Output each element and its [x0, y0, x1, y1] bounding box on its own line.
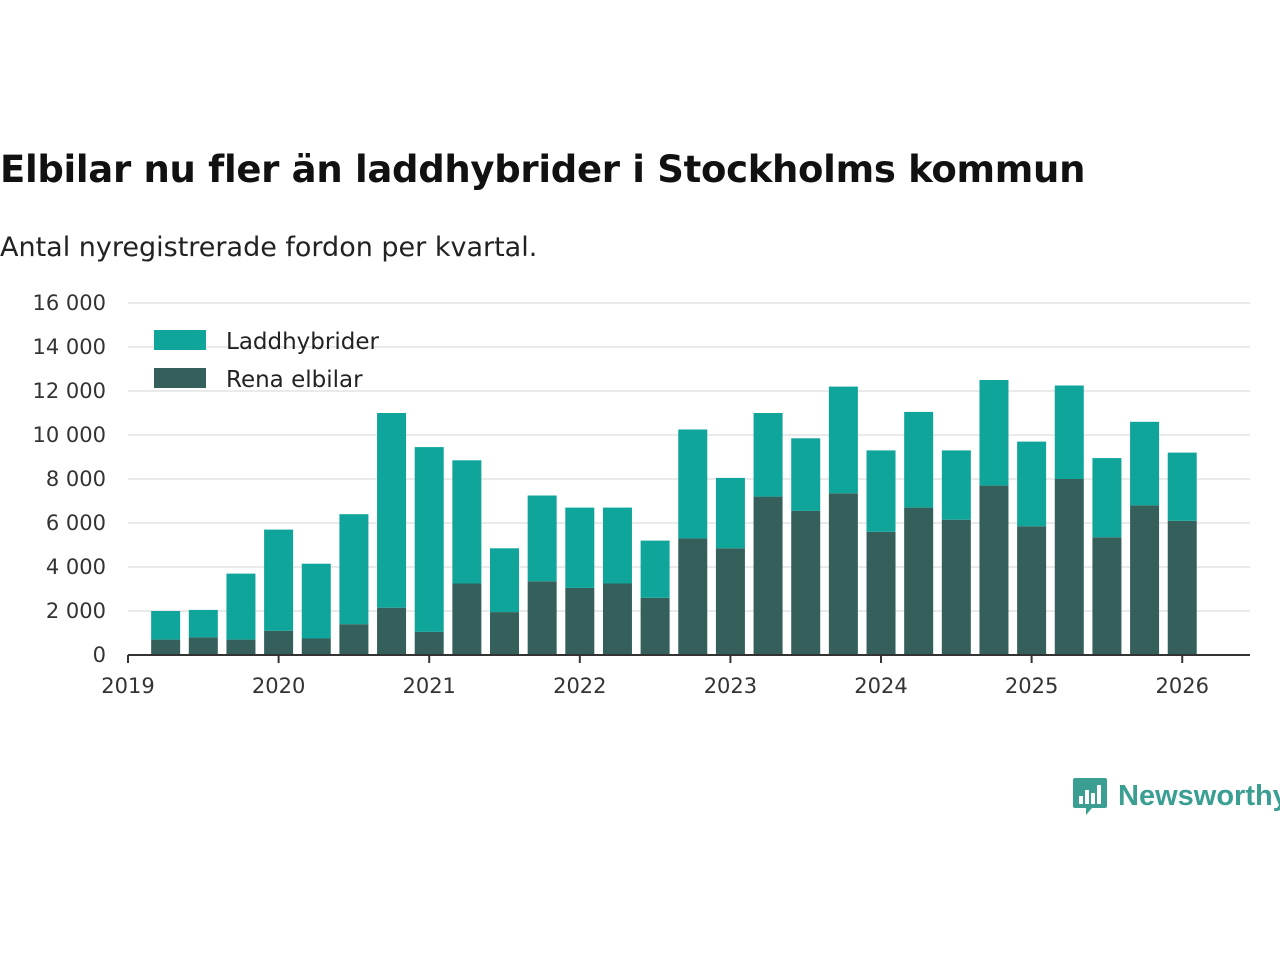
- y-tick-label: 4 000: [46, 555, 106, 579]
- bar-rena-elbilar: [904, 507, 934, 655]
- brand-name: Newsworthy: [1118, 779, 1280, 812]
- bar-rena-elbilar: [490, 612, 520, 655]
- x-tick-label: 2022: [553, 674, 606, 698]
- legend-swatch-rena-elbilar: [154, 368, 206, 388]
- legend-swatch-laddhybrider: [154, 330, 206, 350]
- bar-laddhybrider: [828, 386, 858, 494]
- bar-rena-elbilar: [602, 583, 632, 655]
- x-tick-label: 2026: [1156, 674, 1209, 698]
- bar-laddhybrider: [602, 507, 632, 584]
- y-tick-label: 10 000: [33, 423, 106, 447]
- y-tick-label: 12 000: [33, 379, 106, 403]
- bar-rena-elbilar: [339, 624, 369, 655]
- bar-laddhybrider: [1054, 385, 1084, 479]
- bar-rena-elbilar: [640, 597, 670, 655]
- bar-rena-elbilar: [226, 639, 256, 655]
- bar-laddhybrider: [904, 411, 934, 508]
- y-tick-label: 0: [93, 643, 106, 667]
- bar-rena-elbilar: [377, 607, 407, 655]
- bar-rena-elbilar: [753, 496, 783, 655]
- bar-laddhybrider: [1092, 458, 1122, 538]
- bar-rena-elbilar: [414, 631, 444, 655]
- bar-laddhybrider: [377, 413, 407, 608]
- x-tick-label: 2025: [1005, 674, 1058, 698]
- stacked-bar-chart: 0 2 000 4 000 6 000 8 000 10 000 12 000 14 000 1…: [33, 291, 1250, 698]
- bar-rena-elbilar: [941, 519, 971, 655]
- legend-label-laddhybrider: Laddhybrider: [226, 329, 379, 355]
- bar-rena-elbilar: [1092, 537, 1122, 655]
- bar-rena-elbilar: [828, 493, 858, 655]
- bar-laddhybrider: [226, 573, 256, 640]
- bar-rena-elbilar: [715, 548, 745, 655]
- chart-title: Elbilar nu fler än laddhybrider i Stockh…: [0, 148, 1086, 191]
- bar-rena-elbilar: [301, 638, 331, 655]
- bar-rena-elbilar: [527, 581, 557, 655]
- bar-laddhybrider: [941, 450, 971, 520]
- bar-rena-elbilar: [1167, 520, 1197, 655]
- bar-rena-elbilar: [1017, 526, 1047, 655]
- y-tick-label: 14 000: [33, 335, 106, 359]
- bar-laddhybrider: [490, 548, 520, 613]
- bar-rena-elbilar: [866, 531, 896, 655]
- x-tick-label: 2019: [101, 674, 154, 698]
- bar-laddhybrider: [866, 450, 896, 532]
- bar-laddhybrider: [791, 438, 821, 511]
- chart-subtitle: Antal nyregistrerade fordon per kvartal.: [0, 232, 538, 263]
- bars: [151, 380, 1197, 655]
- bar-rena-elbilar: [1130, 505, 1160, 655]
- bar-rena-elbilar: [1054, 479, 1084, 655]
- bar-laddhybrider: [979, 380, 1009, 486]
- x-tick-label: 2023: [704, 674, 757, 698]
- bar-laddhybrider: [565, 507, 595, 588]
- bar-rena-elbilar: [151, 639, 181, 655]
- bar-laddhybrider: [1017, 441, 1047, 527]
- y-tick-label: 6 000: [46, 511, 106, 535]
- legend: Laddhybrider Rena elbilar: [154, 329, 379, 393]
- bar-rena-elbilar: [264, 630, 294, 655]
- bar-rena-elbilar: [678, 538, 708, 655]
- bar-rena-elbilar: [188, 637, 218, 655]
- bar-laddhybrider: [753, 413, 783, 497]
- bar-laddhybrider: [678, 429, 708, 539]
- y-tick-label: 8 000: [46, 467, 106, 491]
- bar-rena-elbilar: [791, 510, 821, 655]
- y-tick-label: 2 000: [46, 599, 106, 623]
- bar-laddhybrider: [301, 563, 331, 639]
- bar-laddhybrider: [640, 540, 670, 598]
- y-tick-label: 16 000: [33, 291, 106, 315]
- newsworthy-logo-icon: [1073, 778, 1107, 815]
- bar-laddhybrider: [527, 495, 557, 582]
- bar-rena-elbilar: [565, 587, 595, 655]
- bar-laddhybrider: [339, 514, 369, 625]
- bar-laddhybrider: [1167, 452, 1197, 521]
- x-tick-label: 2021: [402, 674, 455, 698]
- bar-laddhybrider: [1130, 421, 1160, 506]
- bar-laddhybrider: [452, 460, 482, 584]
- legend-label-rena-elbilar: Rena elbilar: [226, 367, 363, 393]
- bar-rena-elbilar: [452, 583, 482, 655]
- bar-laddhybrider: [188, 609, 218, 638]
- x-tick-label: 2020: [252, 674, 305, 698]
- bar-rena-elbilar: [979, 485, 1009, 655]
- bar-laddhybrider: [414, 447, 444, 632]
- x-tick-label: 2024: [854, 674, 907, 698]
- bar-laddhybrider: [715, 477, 745, 549]
- axes: 0 2 000 4 000 6 000 8 000 10 000 12 000 14 000 1…: [33, 291, 1250, 698]
- bar-laddhybrider: [151, 611, 181, 640]
- bar-laddhybrider: [264, 529, 294, 631]
- newsworthy-brand: Newsworthy: [1072, 776, 1280, 816]
